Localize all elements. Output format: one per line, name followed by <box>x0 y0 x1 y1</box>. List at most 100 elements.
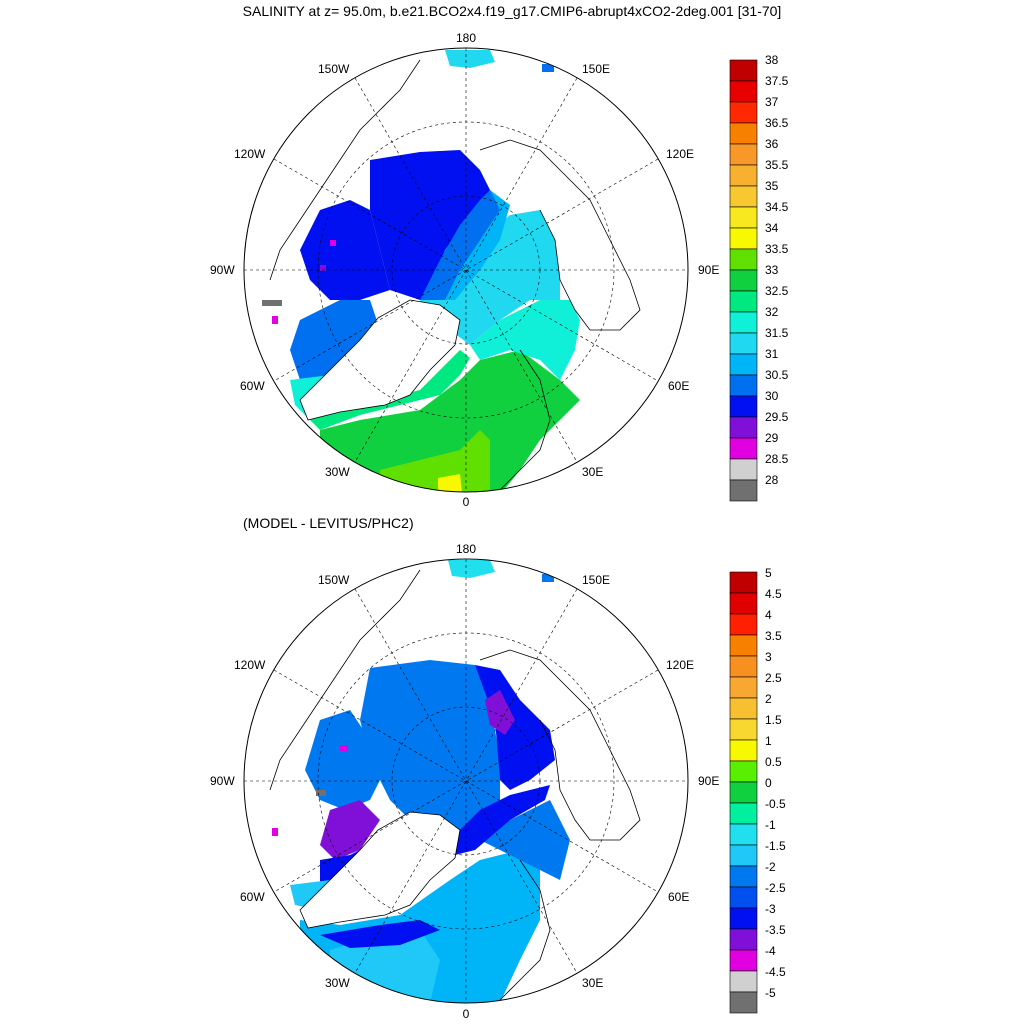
top-colorbar-swatch <box>729 458 758 481</box>
top-colorbar-label: 36 <box>765 137 779 151</box>
bottom-colorbar-label: 4.5 <box>765 587 782 601</box>
top-colorbar-swatch <box>729 101 758 124</box>
bottom-colorbar-label: 1 <box>765 734 772 748</box>
top-map: 180 150W 150E 120W 120E 90W 90E 60W 60E … <box>210 31 719 509</box>
bottom-lon-90W: 90W <box>210 774 235 788</box>
bottom-colorbar-label: 3.5 <box>765 629 782 643</box>
top-colorbar-label: 34 <box>765 221 779 235</box>
bottom-lon-180: 180 <box>456 542 476 556</box>
top-colorbar-label: 35 <box>765 179 779 193</box>
bottom-central-arctic <box>360 660 500 840</box>
bottom-colorbar-label: 4 <box>765 608 772 622</box>
main-title: SALINITY at z= 95.0m, b.e21.BCO2x4.f19_g… <box>242 3 782 19</box>
bottom-colorbar: 5 4.5 4 3.5 3 2.5 2 1.5 1 0.5 0 -0.5 -1 -1.5 -2 -2.5 -3 -… <box>729 566 786 1014</box>
top-bering-field <box>445 50 495 68</box>
top-colorbar-label: 28 <box>765 473 779 487</box>
top-colorbar-label: 35.5 <box>765 158 789 172</box>
bottom-colorbar-swatch <box>729 865 758 888</box>
top-colorbar-label: 36.5 <box>765 116 789 130</box>
top-lon-30E: 30E <box>582 465 603 479</box>
top-archipelago-field <box>300 200 390 300</box>
bottom-colorbar-swatch <box>729 823 758 846</box>
top-alaska-coast <box>269 59 421 281</box>
top-colorbar-label: 29.5 <box>765 410 789 424</box>
bottom-greenland-south-band <box>320 920 440 948</box>
top-greenland-land <box>299 299 461 421</box>
top-beaufort-edge <box>420 190 500 300</box>
top-canada-basin <box>370 150 490 300</box>
top-colorbar-label: 33.5 <box>765 242 789 256</box>
top-lon-120E: 120E <box>666 147 694 161</box>
top-colorbar-swatch <box>729 269 758 292</box>
top-colorbar-label: 32 <box>765 305 779 319</box>
top-colorbar: 38 37.5 37 36.5 36 35.5 35 34.5 34 33.5 33 32.5 32 31… <box>729 53 789 502</box>
bottom-lon-90E: 90E <box>698 774 719 788</box>
bottom-colorbar-swatch <box>729 697 758 720</box>
top-colorbar-swatch <box>729 206 758 229</box>
top-hudson-cell <box>272 316 278 324</box>
bottom-barents-field <box>480 800 570 880</box>
bottom-colorbar-label: 0.5 <box>765 755 782 769</box>
top-lon-180: 180 <box>456 31 476 45</box>
top-scandinavia-coast <box>499 349 551 491</box>
bottom-hudson-cell <box>316 790 326 796</box>
top-atlantic-band <box>380 430 490 492</box>
top-graticule <box>244 48 688 492</box>
top-lon-30W: 30W <box>325 465 350 479</box>
bottom-colorbar-label: -1 <box>765 818 776 832</box>
bottom-colorbar-label: 2.5 <box>765 671 782 685</box>
bottom-scandinavia-coast <box>499 859 551 1001</box>
bottom-lon-150E: 150E <box>582 573 610 587</box>
bottom-hudson-cell <box>272 828 278 836</box>
top-colorbar-swatch <box>729 311 758 334</box>
bottom-colorbar-swatch <box>729 676 758 699</box>
top-lon-60W: 60W <box>240 379 265 393</box>
bottom-bering-field <box>448 560 495 578</box>
top-colorbar-label: 38 <box>765 53 779 67</box>
bottom-map-field <box>244 559 688 1003</box>
bottom-lon-120E: 120E <box>666 658 694 672</box>
top-colorbar-swatch <box>729 437 758 460</box>
bottom-colorbar-swatch <box>729 571 758 594</box>
bottom-map: 180 150W 150E 120W 120E 90W 90E 60W 60E … <box>210 542 719 1021</box>
bottom-colorbar-swatch <box>729 970 758 993</box>
top-colorbar-swatch <box>729 479 758 502</box>
bottom-colorbar-label: -4 <box>765 944 776 958</box>
top-colorbar-label: 33 <box>765 263 779 277</box>
top-colorbar-swatch <box>729 416 758 439</box>
bottom-colorbar-label: 1.5 <box>765 713 782 727</box>
top-colorbar-label: 29 <box>765 431 779 445</box>
top-colorbar-label: 30.5 <box>765 368 789 382</box>
bottom-graticule <box>244 559 688 1003</box>
top-colorbar-label: 30 <box>765 389 779 403</box>
top-colorbar-swatch <box>729 374 758 397</box>
bottom-colorbar-label: 5 <box>765 566 772 580</box>
top-hudson-cell <box>330 240 336 246</box>
top-eurasian-basin <box>420 210 560 345</box>
bottom-subtitle: (MODEL - LEVITUS/PHC2) <box>243 515 414 531</box>
bottom-colorbar-swatch <box>729 991 758 1014</box>
bottom-baffin-bay-field <box>320 800 380 860</box>
bottom-fram-strait-band <box>450 785 550 855</box>
top-colorbar-label: 31.5 <box>765 326 789 340</box>
bottom-siberia-coast <box>479 649 641 841</box>
bottom-colorbar-label: 0 <box>765 776 772 790</box>
bottom-colorbar-label: -5 <box>765 986 776 1000</box>
top-lon-150W: 150W <box>318 62 350 76</box>
top-lon-150E: 150E <box>582 62 610 76</box>
bottom-colorbar-swatch <box>729 718 758 741</box>
bottom-colorbar-swatch <box>729 949 758 972</box>
top-colorbar-label: 28.5 <box>765 452 789 466</box>
bottom-lon-150W: 150W <box>318 573 350 587</box>
bottom-colorbar-swatch <box>729 907 758 930</box>
bottom-lon-0: 0 <box>463 1007 470 1021</box>
top-lon-90W: 90W <box>210 263 235 277</box>
bottom-colorbar-label: -1.5 <box>765 839 786 853</box>
top-colorbar-swatch <box>729 248 758 271</box>
bottom-lon-60W: 60W <box>240 890 265 904</box>
bottom-colorbar-label: -4.5 <box>765 965 786 979</box>
top-colorbar-swatch <box>729 164 758 187</box>
bottom-archipelago-field <box>305 710 380 810</box>
bottom-colorbar-swatch <box>729 781 758 804</box>
bottom-colorbar-label: -3.5 <box>765 923 786 937</box>
